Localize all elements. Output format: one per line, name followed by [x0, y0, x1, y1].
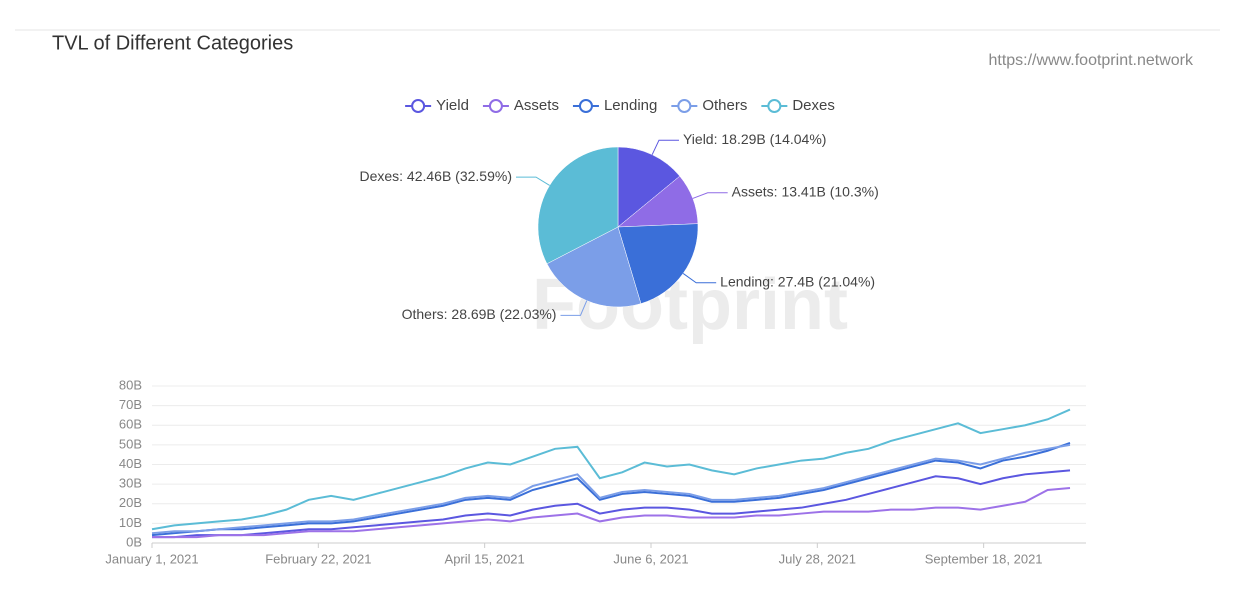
legend-icon — [488, 99, 503, 113]
legend: Yield Assets Lending Others Dexes — [405, 97, 835, 114]
legend-label: Lending — [604, 97, 657, 114]
y-tick-label: 40B — [119, 456, 142, 471]
line-series — [152, 487, 1071, 539]
legend-icon — [677, 99, 692, 113]
leader-line — [682, 273, 717, 284]
pie-slice — [617, 223, 699, 304]
leader-line — [560, 300, 588, 316]
line-series — [152, 469, 1071, 539]
leader-line — [515, 176, 550, 186]
slice-label: Assets: 13.41B (10.3%) — [732, 183, 879, 199]
x-tick-label: July 28, 2021 — [779, 551, 856, 566]
y-tick-label: 60B — [119, 417, 142, 432]
y-tick-label: 50B — [119, 436, 142, 451]
y-tick-label: 70B — [119, 397, 142, 412]
pie-slice — [617, 146, 681, 228]
line-series — [151, 443, 1071, 535]
y-tick-label: 80B — [119, 377, 142, 392]
y-tick-label: 20B — [119, 495, 142, 510]
legend-label: Others — [702, 97, 747, 114]
y-tick-label: 30B — [119, 476, 142, 491]
x-tick-label: June 6, 2021 — [613, 551, 688, 566]
legend-icon — [578, 99, 593, 113]
slice-label: Yield: 18.29B (14.04%) — [683, 131, 826, 147]
x-tick-label: April 15, 2021 — [445, 551, 525, 566]
leader-line — [692, 192, 728, 199]
slice-label: Dexes: 42.46B (32.59%) — [359, 168, 512, 184]
line-series — [151, 441, 1071, 537]
x-tick-label: September 18, 2021 — [925, 551, 1043, 566]
x-tick-label: January 1, 2021 — [105, 551, 198, 566]
y-tick-label: 10B — [119, 515, 142, 530]
source: https://www.footprint.network — [988, 52, 1194, 69]
legend-icon — [767, 99, 782, 113]
legend-label: Assets — [514, 97, 559, 114]
legend-label: Yield — [436, 97, 469, 114]
y-tick-label: 0B — [126, 534, 142, 549]
legend-icon — [411, 99, 426, 113]
slice-label: Others: 28.69B (22.03%) — [402, 306, 557, 322]
legend-label: Dexes — [792, 97, 835, 114]
x-tick-label: February 22, 2021 — [265, 551, 371, 566]
slice-label: Lending: 27.4B (21.04%) — [720, 273, 875, 289]
chart-title: TVL of Different Categories — [52, 32, 293, 54]
leader-line — [651, 139, 679, 155]
pie-slice — [546, 226, 642, 308]
line-series — [151, 408, 1071, 531]
